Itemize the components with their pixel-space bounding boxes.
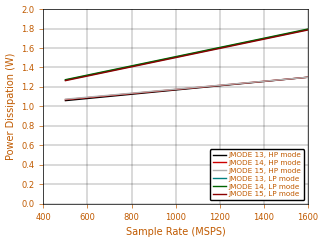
Y-axis label: Power Dissipation (W): Power Dissipation (W)	[6, 53, 16, 160]
X-axis label: Sample Rate (MSPS): Sample Rate (MSPS)	[126, 227, 226, 237]
Legend: JMODE 13, HP mode, JMODE 14, HP mode, JMODE 15, HP mode, JMODE 13, LP mode, JMOD: JMODE 13, HP mode, JMODE 14, HP mode, JM…	[210, 149, 304, 200]
